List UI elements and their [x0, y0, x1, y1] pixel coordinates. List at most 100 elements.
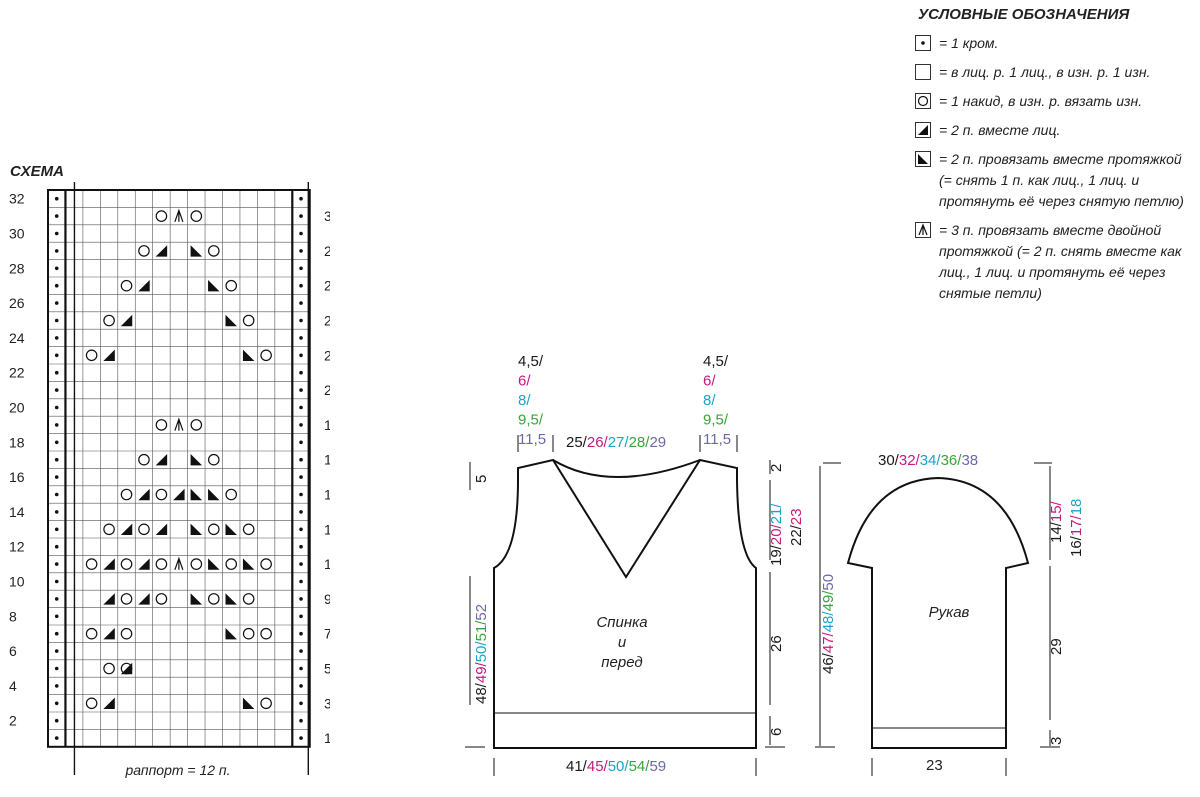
- yarn-over-symbol: [120, 558, 133, 570]
- yarn-over-symbol: [260, 349, 272, 362]
- ssk-symbol: [190, 523, 203, 535]
- shoulder-left-value: 11,5: [518, 431, 546, 448]
- size-value: 21/: [768, 503, 785, 525]
- size-value: 52: [473, 604, 490, 621]
- body-label: Спинка: [596, 614, 647, 631]
- yarn-over-symbol: [120, 593, 133, 605]
- size-value: 51/: [473, 620, 490, 642]
- ssk-symbol: [242, 349, 255, 361]
- k2tog-legend-icon: [915, 122, 931, 138]
- yarn-over-symbol: [260, 697, 272, 710]
- selvage-dot: [54, 562, 59, 566]
- selvage-dot: [54, 701, 59, 706]
- yarn-over-symbol: [155, 210, 168, 222]
- k2tog-symbol: [120, 523, 133, 535]
- selvage-dot: [54, 423, 59, 427]
- size-value: 19/: [768, 544, 785, 566]
- selvage-dot: [54, 492, 59, 497]
- yarn-over-symbol: [120, 279, 133, 292]
- chart-title: СХЕМА: [10, 163, 64, 180]
- yarn-over-symbol: [85, 627, 98, 640]
- selvage-dot: [299, 318, 303, 323]
- legend-item-text: = 2 п. провязать вместе протяжкой (= сня…: [939, 151, 1184, 209]
- size-value: 48/: [473, 682, 490, 704]
- size-value: 59: [649, 758, 666, 775]
- k2tog-symbol: [120, 314, 133, 327]
- selvage-dot: [299, 353, 303, 358]
- legend-item-text: = 1 кром.: [939, 35, 999, 51]
- selvage-dot: [54, 249, 59, 253]
- size-value: 49/: [820, 590, 837, 612]
- row-number-left: 8: [9, 608, 17, 624]
- selvage-dot: [299, 492, 303, 497]
- row-number-right: 17: [324, 452, 330, 468]
- size-value: 50/: [608, 758, 630, 775]
- ssk-symbol: [225, 593, 237, 605]
- k2tog-symbol: [138, 488, 150, 501]
- chart-grid: [47, 182, 311, 775]
- size-value: 38: [961, 452, 978, 469]
- shoulder-right-value: 8/: [703, 392, 716, 409]
- size-value: 2: [768, 464, 785, 472]
- sleeve-outline: [846, 476, 1030, 749]
- yarn-over-symbol: [207, 245, 220, 257]
- k2tog-symbol: [173, 488, 185, 501]
- sleeve-length-label: 29: [1048, 638, 1065, 655]
- cuff-label: 3: [1048, 737, 1065, 745]
- row-number-right: 23: [324, 347, 330, 363]
- ssk-symbol: [225, 523, 237, 535]
- k2tog-symbol: [103, 697, 115, 709]
- rib-height-label: 6: [768, 728, 785, 736]
- yarn-over-symbol: [138, 245, 150, 257]
- ssk-symbol: [242, 697, 255, 709]
- row-number-left: 4: [9, 678, 17, 694]
- shoulder-right-value: 9,5/: [703, 412, 729, 429]
- selvage-dot: [54, 388, 59, 392]
- size-value: 41/: [566, 758, 588, 775]
- repeat-label: раппорт = 12 п.: [124, 762, 230, 778]
- row-number-right: 15: [324, 487, 330, 503]
- selvage-dot: [54, 370, 59, 375]
- side-length-label: 26: [768, 635, 785, 652]
- k2tog-symbol: [155, 245, 168, 257]
- selvage-dot: [54, 475, 59, 479]
- ssk-symbol: [190, 454, 203, 466]
- yarn-over-symbol: [207, 593, 220, 605]
- size-value: 49/: [473, 661, 490, 683]
- yarn-over-symbol: [207, 523, 220, 536]
- selvage-dot: [299, 440, 303, 445]
- size-value: 32/: [899, 452, 921, 469]
- size-value: 17/: [1068, 514, 1085, 536]
- size-value: 6: [768, 728, 785, 736]
- selvage-dot: [54, 440, 59, 445]
- size-value: 27/: [608, 434, 630, 451]
- yarn-over-symbol: [242, 523, 255, 536]
- yarn-over-symbol: [260, 558, 272, 570]
- size-value: 18: [1068, 499, 1085, 516]
- size-value: 36/: [941, 452, 963, 469]
- body-label: и: [618, 634, 627, 651]
- size-value: 45/: [587, 758, 609, 775]
- body-width-label: 41/45/50/54/59: [566, 758, 666, 775]
- row-number-left: 2: [9, 713, 17, 729]
- cap-height-label-2: 16/17/18: [1068, 499, 1085, 557]
- size-value: 29: [1048, 638, 1065, 655]
- selvage-dot: [54, 631, 59, 636]
- selvage-dot: [299, 614, 303, 619]
- selvage-dot: [299, 475, 303, 479]
- row-number-left: 10: [9, 574, 25, 590]
- selvage-dot: [299, 510, 303, 514]
- yarn-over-symbol: [155, 488, 168, 501]
- row-number-right: 13: [324, 521, 330, 537]
- row-number-left: 26: [9, 295, 25, 311]
- yarn-over-symbol: [225, 488, 238, 501]
- row-number-left: 14: [9, 504, 25, 520]
- selvage-dot: [54, 405, 59, 410]
- k2tog-symbol: [120, 662, 133, 675]
- selvage-dot: [299, 388, 303, 392]
- body-label: перед: [601, 654, 642, 671]
- selvage-dot: [299, 631, 303, 636]
- selvage-dot: [299, 649, 303, 653]
- row-number-left: 18: [9, 434, 25, 450]
- legend-item: = в лиц. р. 1 лиц., в изн. р. 1 изн.: [915, 62, 1195, 83]
